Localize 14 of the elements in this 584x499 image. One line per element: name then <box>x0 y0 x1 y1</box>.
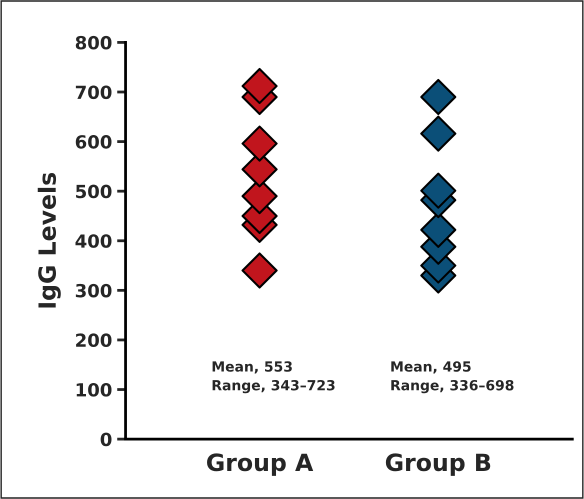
annotation: Mean, 495 Range, 336–698 <box>391 361 514 394</box>
y-axis-title: IgG Levels <box>38 172 61 308</box>
y-tick-label: 600 <box>76 135 112 149</box>
y-tick-label: 700 <box>76 85 112 100</box>
y-tick-label: 500 <box>76 184 112 198</box>
y-tick-label: 200 <box>76 333 112 348</box>
y-tick-label: 300 <box>76 284 112 298</box>
x-tick-label: Group A <box>207 453 314 476</box>
x-tick-label: Group B <box>386 453 490 476</box>
y-tick-label: 800 <box>76 36 112 50</box>
annotation: Mean, 553 Range, 343–723 <box>212 361 335 394</box>
y-tick-label: 400 <box>75 234 112 248</box>
y-tick-label: 0 <box>100 432 112 446</box>
y-tick-label: 100 <box>76 382 112 397</box>
